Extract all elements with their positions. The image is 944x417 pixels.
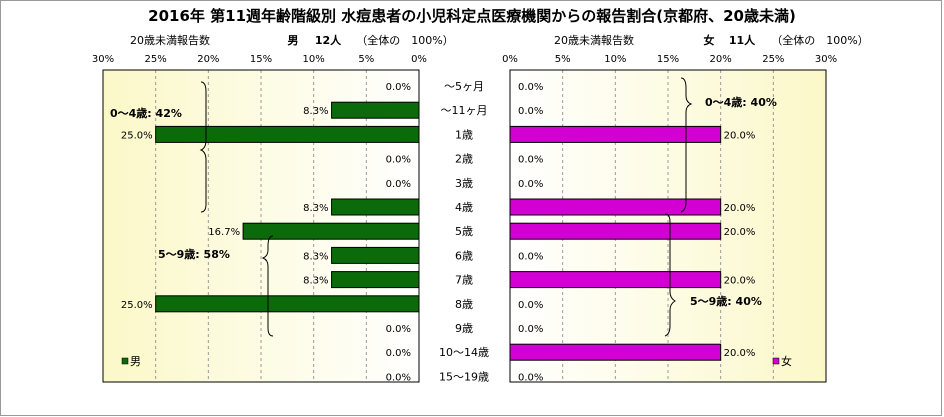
left-tick-label: 0% <box>411 54 427 65</box>
right-tick-label: 0% <box>502 54 518 65</box>
left-tick-label: 5% <box>358 54 374 65</box>
category-label: 15～19歳 <box>439 370 489 383</box>
category-label: 7歳 <box>455 274 473 287</box>
left-value-label: 0.0% <box>386 155 411 166</box>
left-header-name: 男 <box>288 34 299 47</box>
left-value-label: 0.0% <box>386 324 411 335</box>
category-label: 3歳 <box>455 177 473 190</box>
right-bar <box>509 125 722 143</box>
right-value-label: 0.0% <box>518 251 543 262</box>
right-value-label: 0.0% <box>518 106 543 117</box>
left-bars <box>155 101 420 313</box>
left-bar <box>331 246 420 264</box>
right-value-label: 0.0% <box>518 82 543 93</box>
right-axis-label: 20歳未満報告数 <box>554 34 634 47</box>
right-value-label: 0.0% <box>518 300 543 311</box>
left-bar <box>242 222 420 240</box>
right-annotation-0-4: 0～4歳: 40% <box>705 95 777 109</box>
left-tick-labels: 0% 5% 10% 15% 20% 25% 30% <box>92 54 427 65</box>
chart-title: 2016年 第11週年齢階級別 水痘患者の小児科定点医療機関からの報告割合(京都… <box>148 7 796 25</box>
right-value-label: 0.0% <box>518 372 543 383</box>
right-legend-swatch <box>772 357 780 365</box>
category-label: 8歳 <box>455 298 473 311</box>
right-header-name: 女 <box>704 33 715 47</box>
right-value-label: 0.0% <box>518 179 543 190</box>
right-legend-label: 女 <box>781 354 792 368</box>
category-label: 2歳 <box>455 153 473 166</box>
category-label: 10～14歳 <box>439 346 489 359</box>
right-tick-label: 25% <box>762 54 784 65</box>
category-label: 5歳 <box>455 225 473 238</box>
left-tick-label: 20% <box>197 54 219 65</box>
right-value-label: 20.0% <box>724 276 756 287</box>
right-bar <box>509 271 722 289</box>
left-value-label: 8.3% <box>303 203 328 214</box>
left-bracket-0-4 <box>199 81 207 213</box>
category-label: 4歳 <box>455 201 473 214</box>
right-value-labels: 0.0% 0.0% 20.0% 0.0% 0.0% 20.0% 20.0% 0.0% 20.0%… <box>518 82 755 383</box>
left-value-label: 25.0% <box>121 130 153 141</box>
left-bar <box>331 101 420 119</box>
left-bracket-5-9 <box>261 235 274 337</box>
left-value-label: 8.3% <box>303 251 328 262</box>
category-label: ～5ヶ月 <box>444 80 484 93</box>
left-value-label: 25.0% <box>121 300 153 311</box>
right-tick-label: 20% <box>710 54 732 65</box>
right-annotation-5-9: 5～9歳: 40% <box>690 294 762 308</box>
right-bar <box>509 198 722 216</box>
left-tick-label: 15% <box>250 54 272 65</box>
category-label: 1歳 <box>455 128 473 141</box>
left-value-label: 0.0% <box>386 372 411 383</box>
right-bar <box>509 222 722 240</box>
right-tick-labels: 0% 5% 10% 15% 20% 25% 30% <box>502 54 837 65</box>
left-axis-label: 20歳未満報告数 <box>130 34 210 47</box>
category-labels: ～5ヶ月 ～11ヶ月 1歳 2歳 3歳 4歳 5歳 6歳 7歳 8歳 9歳 10～14歳 15～19歳 <box>439 80 489 383</box>
left-annotation-5-9: 5～9歳: 58% <box>158 247 230 261</box>
right-value-label: 20.0% <box>724 130 756 141</box>
right-value-label: 0.0% <box>518 324 543 335</box>
category-label: ～11ヶ月 <box>441 104 488 117</box>
left-bar <box>155 295 420 313</box>
right-tick-label: 5% <box>555 54 571 65</box>
right-value-label: 20.0% <box>724 348 756 359</box>
left-value-label: 8.3% <box>303 276 328 287</box>
left-value-label: 8.3% <box>303 106 328 117</box>
left-bar <box>331 198 420 216</box>
right-value-label: 0.0% <box>518 155 543 166</box>
right-bracket-5-9 <box>664 213 676 337</box>
right-header-total: （全体の 100%） <box>771 33 868 47</box>
right-tick-label: 15% <box>657 54 679 65</box>
right-tick-label: 10% <box>604 54 626 65</box>
category-label: 6歳 <box>455 249 473 262</box>
left-value-label: 0.0% <box>386 179 411 190</box>
category-label: 9歳 <box>455 322 473 335</box>
left-legend-swatch <box>121 357 129 365</box>
left-annotation-0-4: 0～4歳: 42% <box>110 106 182 120</box>
left-value-label: 0.0% <box>386 348 411 359</box>
right-value-label: 20.0% <box>724 203 756 214</box>
right-bracket-0-4 <box>680 77 693 213</box>
left-value-labels: 0.0% 8.3% 25.0% 0.0% 0.0% 8.3% 16.7% 8.3% 8.3% 25… <box>121 82 411 383</box>
right-value-label: 20.0% <box>724 227 756 238</box>
left-tick-label: 10% <box>303 54 325 65</box>
left-bar <box>155 125 420 143</box>
left-legend-label: 男 <box>130 355 141 368</box>
left-tick-label: 25% <box>145 54 167 65</box>
left-header-total: （全体の 100%） <box>356 33 453 47</box>
right-bars <box>509 125 722 361</box>
left-tick-label: 30% <box>92 54 114 65</box>
left-value-label: 16.7% <box>208 227 240 238</box>
left-bar <box>331 271 420 289</box>
left-header-count: 12人 <box>315 33 342 47</box>
right-header-count: 11人 <box>729 33 756 47</box>
right-bar <box>509 343 722 361</box>
left-value-label: 0.0% <box>386 82 411 93</box>
right-tick-label: 30% <box>815 54 837 65</box>
